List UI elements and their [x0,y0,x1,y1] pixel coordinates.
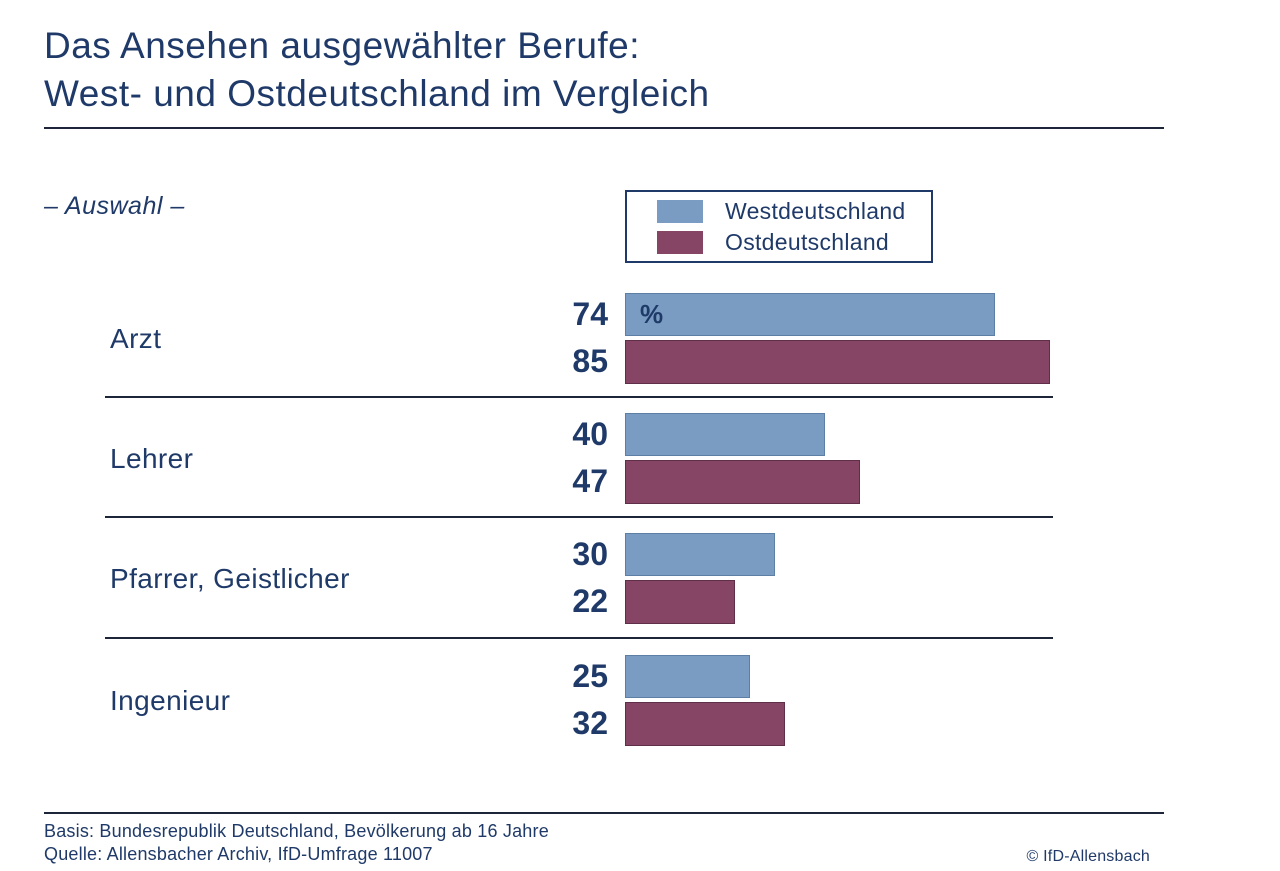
value-label-east: 47 [572,463,608,499]
bar-line-west: 40 [0,413,1280,456]
legend-swatch-east [657,230,703,254]
page-title-line2: West- und Ostdeutschland im Vergleich [44,73,710,114]
bar-east [625,460,860,504]
category-label: Pfarrer, Geistlicher [110,562,350,594]
value-label-west: 25 [572,658,608,694]
bar-east [625,340,1050,384]
bar-west [625,413,825,456]
chart-row-lehrer: Lehrer 40 47 [0,413,1280,504]
bar-line-east: 47 [0,460,1280,504]
chart-subtitle: – Auswahl – [44,192,185,220]
row-divider [105,516,1053,518]
chart-row-arzt: Arzt 74 % 85 [0,293,1280,384]
bar-west [625,533,775,576]
percent-unit-label: % [640,299,664,329]
value-label-west: 74 [572,296,608,332]
value-label-east: 85 [572,343,608,379]
footer-source-text: Quelle: Allensbacher Archiv, IfD-Umfrage… [44,844,433,864]
value-label-west: 30 [572,536,608,572]
bar-line-west: 74 % [0,293,1280,336]
value-label-east: 32 [572,705,608,741]
legend-swatch-west [657,199,703,223]
page-title: Das Ansehen ausgewählter Berufe: West- u… [44,22,1184,118]
bar-line-east: 32 [0,702,1280,746]
footer-divider [44,812,1164,814]
legend-item-west: Westdeutschland [657,197,931,224]
bar-east [625,580,735,624]
legend-item-east: Ostdeutschland [657,228,931,255]
title-divider [44,127,1164,129]
category-label: Lehrer [110,442,194,474]
row-divider [105,396,1053,398]
legend-label-west: Westdeutschland [725,197,906,224]
chart-row-ingenieur: Ingenieur 25 32 [0,655,1280,746]
legend-box: Westdeutschland Ostdeutschland [625,190,933,263]
footer-copyright: © IfD-Allensbach [1026,848,1150,865]
bar-west: % [625,293,995,336]
category-label: Arzt [110,322,162,354]
chart-row-pfarrer: Pfarrer, Geistlicher 30 22 [0,533,1280,624]
bar-east [625,702,785,746]
row-divider [105,637,1053,639]
bar-line-east: 85 [0,340,1280,384]
bar-line-east: 22 [0,580,1280,624]
legend-label-east: Ostdeutschland [725,228,890,255]
bar-west [625,655,750,698]
value-label-west: 40 [572,416,608,452]
bar-line-west: 25 [0,655,1280,698]
page-title-line1: Das Ansehen ausgewählter Berufe: [44,25,641,66]
footer-basis-text: Basis: Bundesrepublik Deutschland, Bevöl… [44,821,549,841]
bar-line-west: 30 [0,533,1280,576]
value-label-east: 22 [572,583,608,619]
category-label: Ingenieur [110,684,231,716]
